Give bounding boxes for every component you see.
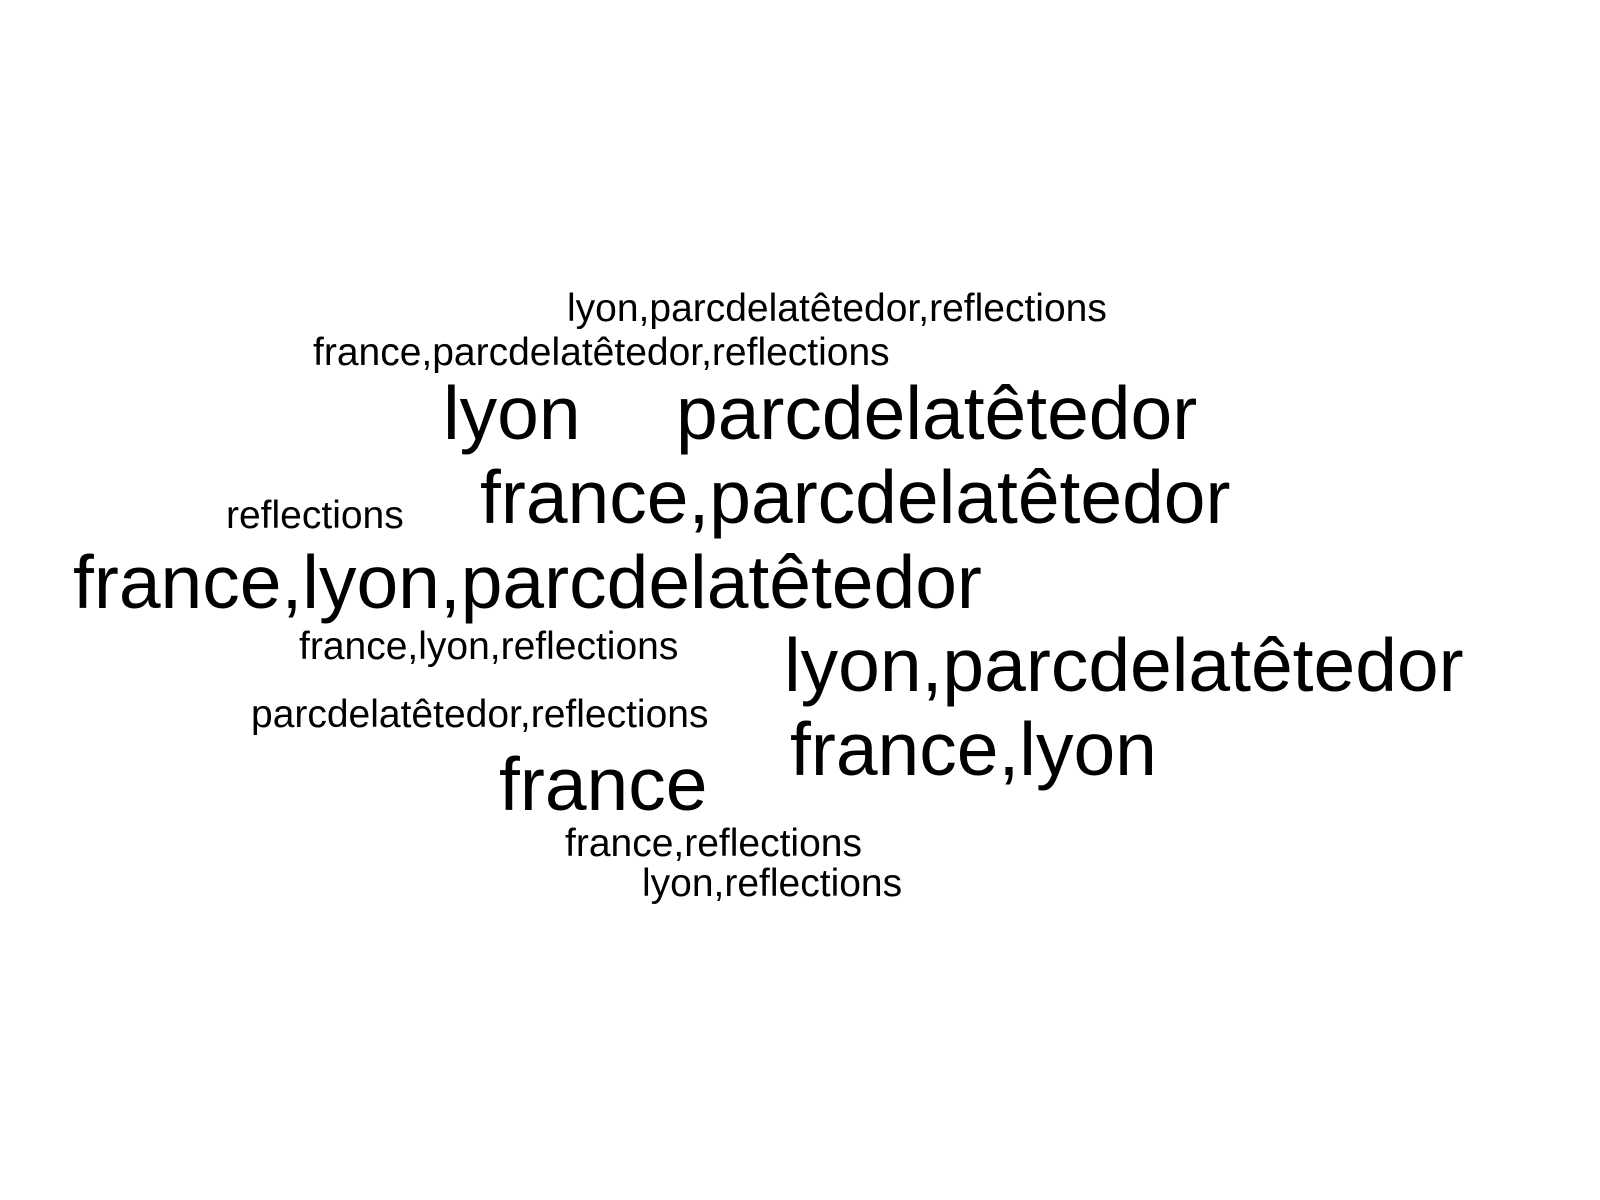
word-parcdelatetedor: parcdelatêtedor bbox=[676, 371, 1198, 455]
word-france-parcdelatetedor: france,parcdelatêtedor bbox=[480, 455, 1231, 539]
word-france-lyon-reflections: france,lyon,reflections bbox=[299, 625, 679, 668]
word-france-lyon-parcdelatetedor: france,lyon,parcdelatêtedor bbox=[73, 540, 982, 624]
word-lyon-reflections: lyon,reflections bbox=[642, 862, 903, 905]
word-lyon-parcdelatetedor-reflections: lyon,parcdelatêtedor,reflections bbox=[567, 287, 1107, 330]
word-reflections: reflections bbox=[226, 494, 404, 537]
word-france-reflections: france,reflections bbox=[565, 822, 862, 865]
word-lyon: lyon bbox=[443, 371, 581, 455]
word-france-lyon: france,lyon bbox=[790, 707, 1157, 791]
word-parcdelatetedor-reflections: parcdelatêtedor,reflections bbox=[251, 693, 709, 736]
word-lyon-parcdelatetedor: lyon,parcdelatêtedor bbox=[784, 623, 1464, 707]
word-france-parcdelatetedor-reflections: france,parcdelatêtedor,reflections bbox=[313, 331, 890, 374]
word-france: france bbox=[499, 742, 708, 826]
